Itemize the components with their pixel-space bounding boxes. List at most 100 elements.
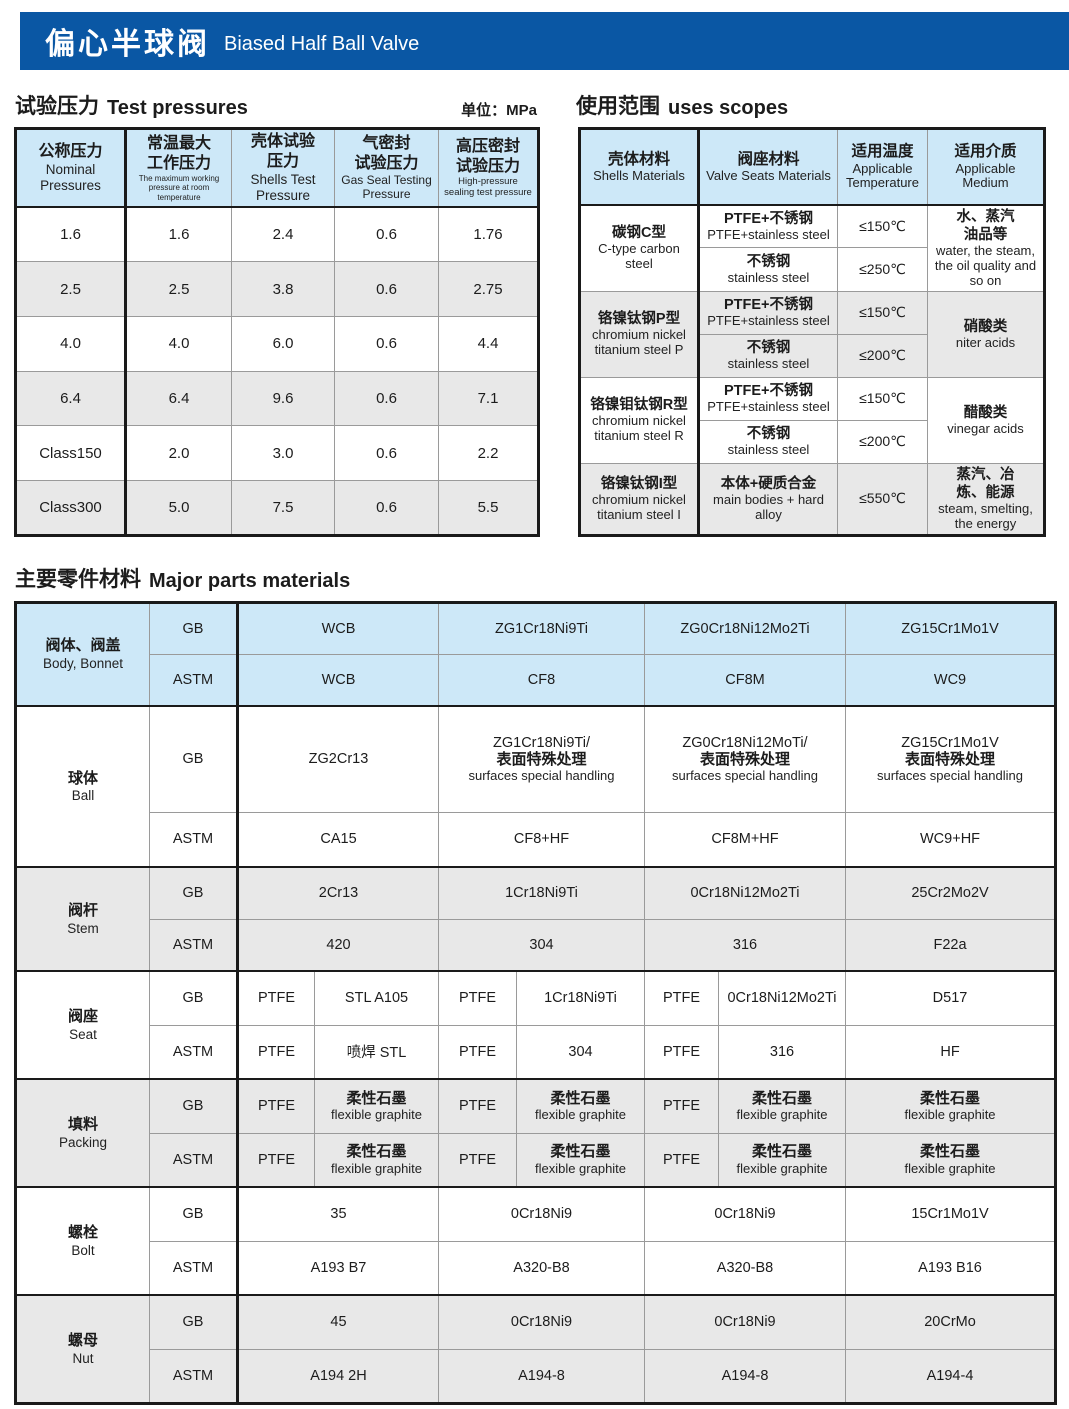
cell: Class300	[15, 479, 127, 536]
unit-label: 单位：MPa	[461, 102, 537, 119]
col-header-applicable-temp: 适用温度 Applicable Temperature	[837, 128, 928, 206]
medium-cell: 蒸汽、冶 炼、能源 steam, smelting, the energy	[927, 462, 1045, 536]
col-header-max-working: 常温最大 工作压力 The maximum working pressure at…	[125, 128, 232, 209]
cell: HF	[845, 1024, 1057, 1080]
cell: 柔性石墨 flexible graphite	[516, 1078, 645, 1134]
cell: 6.0	[231, 315, 335, 372]
cell: WC9	[845, 653, 1057, 707]
standard-cell: ASTM	[149, 1348, 239, 1404]
medium-cell: 醋酸类 vinegar acids	[927, 376, 1045, 464]
seat-material-cell: PTFE+不锈钢 PTFE+stainless steel	[698, 203, 838, 249]
major-parts-heading-en: Major parts materials	[149, 569, 351, 592]
standard-cell: GB	[149, 970, 239, 1026]
shell-material-cell: 铬镍钛钢I型 chromium nickel titanium steel I	[579, 462, 700, 536]
standard-cell: GB	[149, 1186, 239, 1242]
cell: 0Cr18Ni9	[438, 1294, 645, 1350]
cell: ZG1Cr18Ni9Ti	[438, 601, 645, 655]
cell: 0Cr18Ni12Mo2Ti	[643, 866, 847, 920]
cell: 2.5	[125, 261, 232, 317]
cell: 0.6	[334, 370, 439, 427]
cell: CF8	[438, 653, 645, 707]
cell: 0Cr18Ni9	[643, 1186, 847, 1242]
cell: 9.6	[231, 370, 335, 427]
table-row: 阀座 Seat GB PTFE STL A105 PTFE 1Cr18Ni9Ti …	[15, 970, 1057, 1080]
page-title-bar: 偏心半球阀 Biased Half Ball Valve	[20, 12, 1069, 70]
cell: WC9+HF	[845, 811, 1057, 868]
cell: 喷焊 STL	[314, 1024, 439, 1080]
standard-cell: GB	[149, 1294, 239, 1350]
cell: 柔性石墨 flexible graphite	[314, 1078, 439, 1134]
cell: A320-B8	[438, 1240, 645, 1296]
cell: A320-B8	[643, 1240, 847, 1296]
cell: 5.0	[125, 479, 232, 536]
cell: STL A105	[314, 970, 439, 1026]
cell: 柔性石墨 flexible graphite	[845, 1132, 1057, 1188]
table-row: ASTM PTFE 喷焊 STL PTFE 304 PTFE 316 HF	[16, 1024, 1057, 1080]
table-row: ASTM CA15 CF8+HF CF8M+HF WC9+HF	[16, 811, 1057, 868]
cell: ZG2Cr13	[237, 705, 439, 813]
temperature-cell: ≤200℃	[837, 333, 928, 378]
cell: CF8M	[643, 653, 847, 707]
cell: ZG0Cr18Ni12Mo2Ti	[643, 601, 847, 655]
cell: 304	[438, 918, 645, 972]
table-row: 2.5 2.5 3.8 0.6 2.75	[15, 261, 539, 317]
cell: CA15	[237, 811, 439, 868]
cell: 2.2	[438, 425, 539, 481]
temperature-cell: ≤150℃	[837, 290, 928, 335]
part-name-cell: 阀杆 Stem	[15, 866, 150, 972]
temperature-cell: ≤250℃	[837, 247, 928, 292]
test-pressures-heading-zh: 试验压力	[15, 95, 99, 118]
cell: PTFE	[237, 1078, 315, 1134]
seat-material-cell: 不锈钢 stainless steel	[698, 419, 838, 464]
cell: 柔性石墨 flexible graphite	[516, 1132, 645, 1188]
major-parts-heading: 主要零件材料 Major parts materials	[15, 563, 1054, 593]
seat-material-cell: 不锈钢 stainless steel	[698, 333, 838, 378]
temperature-cell: ≤200℃	[837, 419, 928, 464]
col-header-gas-seal: 气密封 试验压力 Gas Seal Testing Pressure	[334, 128, 439, 209]
cell: WCB	[237, 601, 439, 655]
col-header-high-pressure: 高压密封 试验压力 High-pressure sealing test pres…	[438, 128, 539, 209]
uses-scopes-heading: 使用范围 uses scopes	[576, 90, 788, 120]
cell: 2.75	[438, 261, 539, 317]
seat-material-cell: 不锈钢 stainless steel	[698, 247, 838, 292]
standard-cell: ASTM	[149, 1240, 239, 1296]
table-row: 铬镍钼钛钢R型 chromium nickel titanium steel R …	[579, 376, 1045, 464]
temperature-cell: ≤550℃	[837, 462, 928, 536]
cell: 0.6	[334, 425, 439, 481]
table-row: 4.0 4.0 6.0 0.6 4.4	[15, 315, 539, 372]
cell: D517	[845, 970, 1057, 1026]
standard-cell: GB	[149, 601, 239, 655]
table-header-row: 壳体材料 Shells Materials 阀座材料 Valve Seats Mat…	[579, 128, 1045, 206]
cell: 3.8	[231, 261, 335, 317]
cell: PTFE	[438, 1132, 517, 1188]
major-parts-table: 阀体、阀盖 Body, Bonnet GB WCB ZG1Cr18Ni9Ti ZG…	[14, 600, 1058, 1405]
col-header-shells-test: 壳体试验 压力 Shells Test Pressure	[231, 128, 335, 209]
temperature-cell: ≤150℃	[837, 376, 928, 421]
cell: 0Cr18Ni12Mo2Ti	[717, 970, 847, 1026]
cell: ZG15Cr1Mo1V	[845, 601, 1057, 655]
cell: A194 2H	[237, 1348, 439, 1404]
cell: PTFE	[644, 1024, 719, 1080]
shell-material-cell: 铬镍钼钛钢R型 chromium nickel titanium steel R	[579, 376, 700, 464]
cell: 0Cr18Ni9	[643, 1294, 847, 1350]
table-row: ASTM PTFE 柔性石墨 flexible graphite PTFE 柔性石…	[16, 1132, 1057, 1188]
table-row: ASTM 420 304 316 F22a	[16, 918, 1057, 972]
cell: A193 B16	[845, 1240, 1057, 1296]
part-name-cell: 螺母 Nut	[15, 1294, 150, 1404]
cell: PTFE	[644, 1078, 719, 1134]
table-row: 不锈钢 stainless steel ≤200℃	[580, 333, 1045, 378]
cell: PTFE	[237, 1132, 315, 1188]
cell: 420	[237, 918, 439, 972]
cell: PTFE	[644, 1132, 719, 1188]
seat-material-cell: PTFE+不锈钢 PTFE+stainless steel	[698, 290, 838, 335]
medium-cell: 水、蒸汽 油品等 water, the steam, the oil qualit…	[927, 204, 1045, 292]
cell: 2.4	[231, 206, 335, 263]
standard-cell: ASTM	[149, 653, 239, 707]
cell: A194-4	[845, 1348, 1057, 1404]
cell: 柔性石墨 flexible graphite	[717, 1078, 847, 1134]
standard-cell: ASTM	[149, 1024, 239, 1080]
cell: 316	[717, 1024, 847, 1080]
col-header-applicable-medium: 适用介质 Applicable Medium	[927, 128, 1045, 206]
uses-scopes-heading-en: uses scopes	[668, 97, 789, 119]
standard-cell: ASTM	[149, 1132, 239, 1188]
